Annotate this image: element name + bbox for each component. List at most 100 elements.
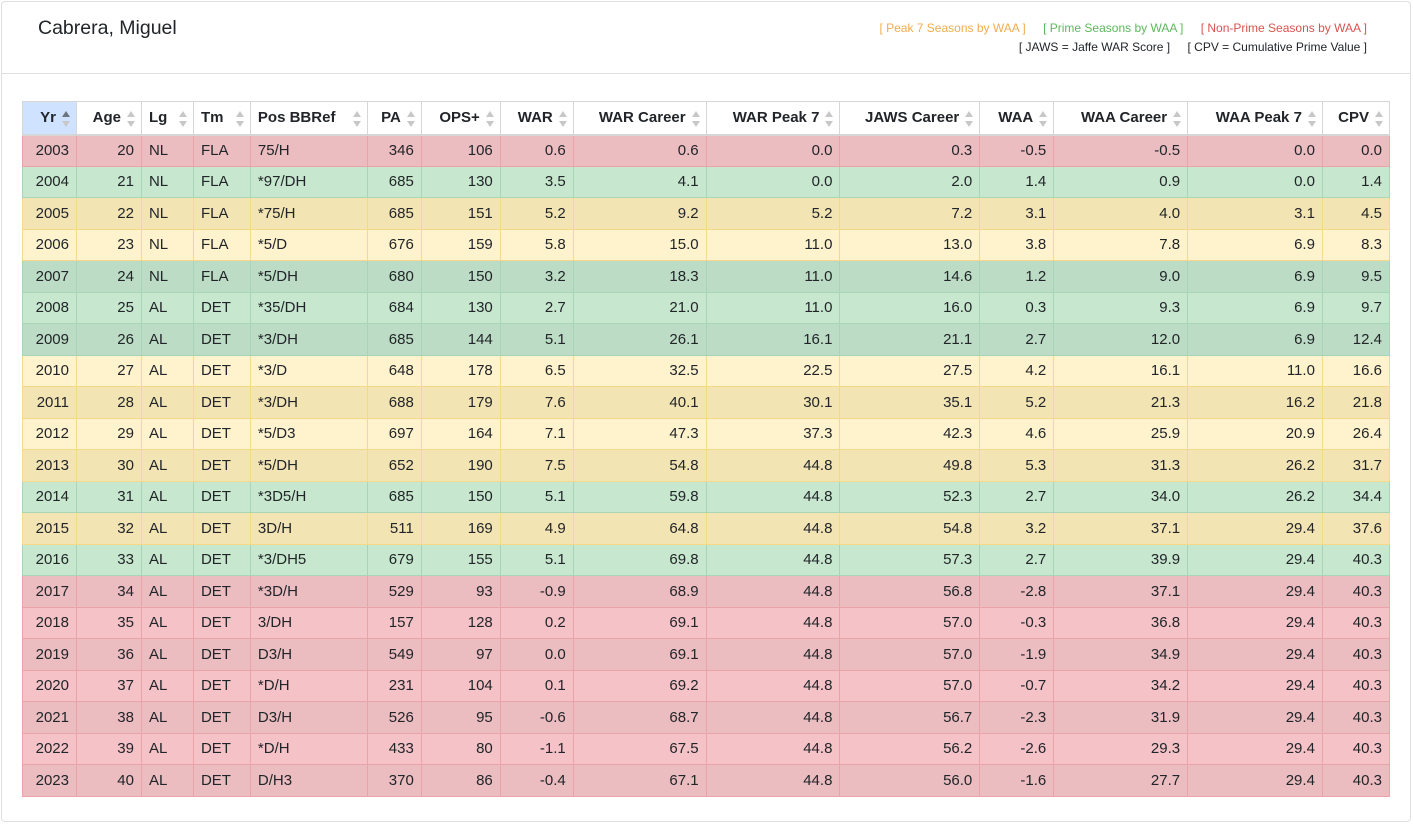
table-cell: 21.0 [572, 291, 707, 324]
table-cell: 4.9 [499, 512, 574, 545]
table-cell: 26.4 [1321, 417, 1391, 450]
table-cell: 4.2 [979, 354, 1055, 387]
table-cell: 67.5 [572, 732, 707, 765]
table-cell: -0.6 [499, 701, 574, 734]
column-header-waa-peak-7[interactable]: WAA Peak 7 [1187, 101, 1323, 136]
table-cell: 29.4 [1187, 764, 1323, 797]
table-cell: 6.9 [1187, 228, 1323, 261]
table-cell: 178 [420, 354, 501, 387]
table-cell: 27.7 [1053, 764, 1189, 797]
table-row: 2023 40 AL DET D/H3 370 86 -0.4 67.1 44.8 56.0 -1.6… [22, 764, 1391, 797]
column-header-waa[interactable]: WAA [979, 101, 1055, 136]
table-row: 2016 33 AL DET *3/DH5 679 155 5.1 69.8 44.8 57.3 2.… [22, 543, 1391, 576]
table-cell: 37.6 [1321, 512, 1391, 545]
table-cell: 6.5 [499, 354, 574, 387]
table-cell: 44.8 [705, 732, 841, 765]
table-cell: 526 [366, 701, 422, 734]
sort-icon [126, 111, 136, 127]
table-cell: 34.4 [1321, 480, 1391, 513]
column-header-waa-career[interactable]: WAA Career [1053, 101, 1189, 136]
column-header-yr[interactable]: Yr [22, 101, 77, 136]
table-row: 2012 29 AL DET *5/D3 697 164 7.1 47.3 37.3 42.3 4.6… [22, 417, 1391, 450]
table-cell: NL [140, 197, 194, 230]
table-cell: 150 [420, 480, 501, 513]
table-cell: DET [192, 291, 251, 324]
table-cell: 3/DH [249, 606, 368, 639]
table-cell: DET [192, 575, 251, 608]
table-cell: 69.8 [572, 543, 707, 576]
table-cell: 9.0 [1053, 260, 1189, 293]
table-cell: 11.0 [705, 260, 841, 293]
table-cell: 151 [420, 197, 501, 230]
table-cell: 0.0 [499, 638, 574, 671]
column-header-pa[interactable]: PA [366, 101, 422, 136]
table-cell: 6.9 [1187, 291, 1323, 324]
column-header-ops[interactable]: OPS+ [420, 101, 501, 136]
table-cell: FLA [192, 134, 251, 167]
table-cell: 80 [420, 732, 501, 765]
column-header-cpv[interactable]: CPV [1321, 101, 1391, 136]
legend-peak: [ Peak 7 Seasons by WAA ] [879, 21, 1026, 35]
table-cell: 1.4 [979, 165, 1055, 198]
table-cell: DET [192, 638, 251, 671]
sort-icon [965, 111, 974, 127]
table-cell: 5.2 [499, 197, 574, 230]
column-header-tm[interactable]: Tm [192, 101, 251, 136]
table-cell: 680 [366, 260, 422, 293]
table-cell: -0.3 [979, 606, 1055, 639]
table-cell: 21.3 [1053, 386, 1189, 419]
table-cell: 57.3 [839, 543, 981, 576]
table-cell: *5/DH [249, 260, 368, 293]
table-cell: DET [192, 354, 251, 387]
table-cell: DET [192, 417, 251, 450]
table-cell: 2023 [22, 764, 77, 797]
table-cell: 7.6 [499, 386, 574, 419]
table-cell: 685 [366, 323, 422, 356]
table-cell: 676 [366, 228, 422, 261]
table-cell: 44.8 [705, 669, 841, 702]
table-cell: 26.2 [1187, 480, 1323, 513]
table-cell: DET [192, 764, 251, 797]
column-header-jaws-career[interactable]: JAWS Career [839, 101, 981, 136]
table-cell: *5/DH [249, 449, 368, 482]
table-cell: 31.9 [1053, 701, 1189, 734]
column-header-pos-bbref[interactable]: Pos BBRef [249, 101, 368, 136]
column-header-war-career[interactable]: WAR Career [572, 101, 707, 136]
table-cell: 57.0 [839, 669, 981, 702]
sort-icon [825, 111, 834, 127]
column-header-label: WAA Peak 7 [1215, 109, 1302, 127]
table-cell: 11.0 [705, 291, 841, 324]
column-header-lg[interactable]: Lg [140, 101, 194, 136]
table-cell: *3D5/H [249, 480, 368, 513]
table-cell: 67.1 [572, 764, 707, 797]
table-cell: 59.8 [572, 480, 707, 513]
table-cell: 169 [420, 512, 501, 545]
column-header-label: Lg [148, 109, 168, 127]
sort-icon [406, 111, 416, 127]
table-cell: AL [140, 638, 194, 671]
table-cell: DET [192, 701, 251, 734]
table-cell: 40.3 [1321, 606, 1391, 639]
table-cell: 25.9 [1053, 417, 1189, 450]
column-header-age[interactable]: Age [75, 101, 142, 136]
table-cell: 2009 [22, 323, 77, 356]
table-cell: DET [192, 449, 251, 482]
table-row: 2009 26 AL DET *3/DH 685 144 5.1 26.1 16.1 21.1 2.7… [22, 323, 1391, 356]
table-cell: AL [140, 575, 194, 608]
table-cell: 685 [366, 165, 422, 198]
table-cell: *3/DH [249, 323, 368, 356]
column-header-label: WAR Career [598, 109, 686, 127]
table-cell: *D/H [249, 669, 368, 702]
table-row: 2003 20 NL FLA 75/H 346 106 0.6 0.6 0.0 0.3 -0.5 -0.… [22, 134, 1391, 167]
column-header-label: WAA Career [1080, 109, 1168, 127]
table-cell: 20.9 [1187, 417, 1323, 450]
column-header-war[interactable]: WAR [499, 101, 574, 136]
table-cell: 44.8 [705, 543, 841, 576]
column-header-war-peak-7[interactable]: WAR Peak 7 [705, 101, 841, 136]
table-cell: 13.0 [839, 228, 981, 261]
table-cell: 28 [75, 386, 142, 419]
table-cell: 37.3 [705, 417, 841, 450]
table-cell: AL [140, 732, 194, 765]
table-cell: AL [140, 606, 194, 639]
table-cell: 97 [420, 638, 501, 671]
